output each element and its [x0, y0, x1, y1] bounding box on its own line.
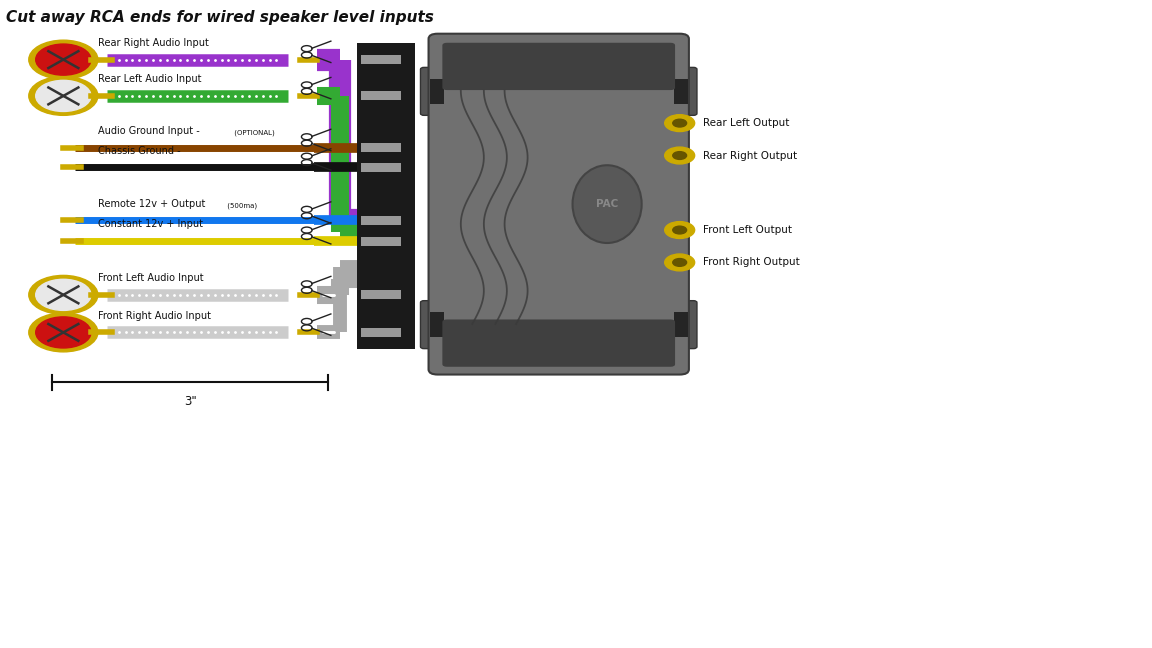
Text: Rear Left Output: Rear Left Output [703, 118, 789, 128]
Bar [430, 79, 444, 104]
Text: Chassis Ground -: Chassis Ground - [98, 146, 181, 156]
Bar [361, 290, 401, 299]
Circle shape [665, 254, 695, 271]
Circle shape [665, 115, 695, 132]
Text: (500ma): (500ma) [225, 202, 257, 209]
Circle shape [673, 119, 687, 127]
Text: Audio Ground Input -: Audio Ground Input - [98, 126, 199, 136]
Bar [361, 216, 401, 225]
Bar [674, 79, 688, 104]
Text: Front Right Audio Input: Front Right Audio Input [98, 311, 211, 321]
Text: (OPTIONAL): (OPTIONAL) [232, 130, 274, 136]
FancyBboxPatch shape [429, 34, 689, 375]
FancyBboxPatch shape [665, 301, 697, 349]
Bar [674, 312, 688, 337]
Text: Front Right Output: Front Right Output [703, 257, 799, 268]
Bar [361, 328, 401, 337]
Bar [430, 312, 444, 337]
Text: Rear Left Audio Input: Rear Left Audio Input [98, 75, 202, 84]
FancyBboxPatch shape [442, 43, 675, 90]
Circle shape [36, 317, 91, 348]
Circle shape [673, 226, 687, 234]
Text: Front Left Output: Front Left Output [703, 225, 791, 235]
Text: Rear Right Audio Input: Rear Right Audio Input [98, 38, 209, 48]
Text: PAC: PAC [596, 199, 619, 209]
Circle shape [29, 313, 98, 352]
Ellipse shape [573, 165, 642, 243]
Circle shape [665, 147, 695, 164]
Circle shape [29, 275, 98, 314]
FancyBboxPatch shape [442, 319, 675, 367]
Circle shape [36, 279, 91, 310]
Circle shape [673, 259, 687, 266]
FancyBboxPatch shape [420, 301, 453, 349]
Text: Rear Right Output: Rear Right Output [703, 150, 797, 161]
Circle shape [665, 222, 695, 238]
Bar [361, 163, 401, 172]
FancyBboxPatch shape [665, 67, 697, 115]
Bar [361, 91, 401, 100]
Bar [357, 43, 415, 349]
Circle shape [673, 152, 687, 159]
Text: 3": 3" [183, 395, 197, 408]
Circle shape [36, 44, 91, 75]
Text: Remote 12v + Output: Remote 12v + Output [98, 199, 205, 209]
Circle shape [29, 40, 98, 79]
Text: Constant 12v + Input: Constant 12v + Input [98, 220, 203, 229]
Text: Cut away RCA ends for wired speaker level inputs: Cut away RCA ends for wired speaker leve… [6, 10, 433, 25]
Bar [361, 55, 401, 64]
Bar [361, 143, 401, 152]
Circle shape [29, 76, 98, 115]
Bar [361, 237, 401, 246]
FancyBboxPatch shape [420, 67, 453, 115]
Text: Front Left Audio Input: Front Left Audio Input [98, 273, 204, 283]
Circle shape [36, 80, 91, 111]
